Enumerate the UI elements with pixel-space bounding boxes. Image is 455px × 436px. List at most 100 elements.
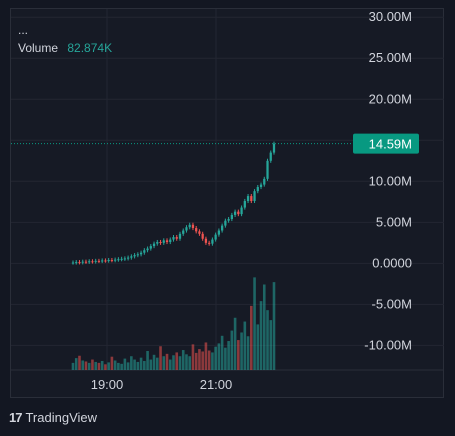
time-tick-label: 21:00 [200, 377, 233, 392]
volume-bar [133, 359, 136, 370]
candle-body [143, 250, 146, 253]
volume-bar [130, 356, 133, 370]
volume-bar [256, 324, 260, 370]
brand-name: TradingView [25, 410, 98, 425]
candle-body [246, 196, 250, 201]
candle-body [104, 260, 107, 262]
candle-body [240, 207, 243, 215]
candle-body [214, 234, 217, 240]
candle-body [269, 152, 272, 161]
volume-bar [253, 277, 256, 370]
volume-bar [243, 321, 247, 370]
candle-body [146, 248, 149, 251]
time-tick-label: 19:00 [91, 377, 124, 392]
candle-body [107, 260, 110, 262]
chart-legend: ... Volume 82.874K [18, 22, 112, 56]
price-tick-label: 5.00M [376, 214, 412, 229]
volume-bar [94, 361, 97, 370]
volume-bar [207, 350, 211, 370]
legend-more-dots[interactable]: ... [18, 23, 29, 37]
volume-bar [152, 354, 156, 370]
volume-bar [91, 359, 94, 370]
volume-bar [136, 361, 140, 370]
candle-body [191, 224, 195, 229]
candle-body [272, 143, 276, 153]
volume-bar [107, 362, 110, 370]
volume-bar [227, 341, 230, 370]
volume-value: 82.874K [67, 41, 113, 55]
tradingview-logo-icon: 17 [9, 410, 23, 425]
candle-body [227, 219, 230, 221]
candle-body [201, 233, 204, 239]
volume-bar [237, 340, 240, 370]
last-price-label: 14.59M [369, 137, 412, 152]
volume-bar [162, 356, 166, 370]
volume-bar [185, 354, 188, 370]
candle-body [81, 261, 84, 263]
volume-bar [266, 310, 269, 370]
chart-frame[interactable] [10, 8, 444, 398]
volume-bar [113, 360, 117, 370]
candle-body [256, 187, 259, 192]
candle-body [237, 211, 240, 215]
volume-bar [198, 349, 201, 370]
candle-body [91, 261, 94, 263]
price-tick-label: 30.00M [369, 9, 412, 24]
candle-body [188, 224, 191, 228]
volume-bar [262, 284, 266, 370]
volume-bar [143, 360, 146, 370]
candle-body [224, 220, 227, 226]
candle-body [185, 227, 188, 231]
volume-bar [211, 352, 214, 370]
volume-bar [224, 347, 227, 370]
candle-body [71, 262, 75, 264]
volume-bar [168, 359, 172, 370]
volume-bar [194, 352, 198, 370]
candle-body [220, 225, 224, 231]
candle-body [159, 242, 162, 244]
price-tick-label: 20.00M [369, 91, 412, 106]
volume-bar [81, 360, 85, 370]
candle-body [152, 243, 156, 247]
last-price-badge [353, 133, 419, 154]
candle-body [217, 230, 221, 235]
volume-bar [120, 363, 123, 370]
candle-body [110, 260, 114, 262]
price-tick-label: -10.00M [364, 337, 412, 352]
volume-bar [165, 353, 169, 370]
volume-bar [126, 362, 130, 370]
tradingview-brand[interactable]: 17 TradingView [9, 410, 97, 425]
volume-bar [84, 361, 88, 370]
volume-bar [272, 282, 276, 370]
candle-body [97, 260, 101, 262]
volume-bar [110, 356, 114, 370]
candle-body [165, 240, 169, 243]
candle-body [253, 191, 256, 201]
candle-body [204, 238, 208, 243]
volume-bar [146, 351, 149, 370]
candle-body [94, 260, 97, 262]
candle-body [78, 262, 81, 264]
volume-bar [217, 343, 221, 370]
candle-body [88, 261, 91, 263]
candle-body [211, 239, 214, 244]
volume-bar [172, 355, 175, 370]
candle-body [259, 184, 263, 188]
candle-body [114, 259, 117, 261]
volume-bar [178, 356, 182, 370]
volume-bar [220, 335, 224, 370]
volume-bar [149, 359, 153, 370]
volume-bar [246, 336, 250, 370]
candle-body [266, 160, 269, 179]
volume-bar [155, 357, 159, 370]
candle-body [178, 233, 182, 239]
volume-bar [123, 358, 127, 370]
price-tick-label: -5.00M [372, 296, 412, 311]
volume-bar [139, 357, 143, 370]
volume-bar [201, 351, 204, 370]
candle-body [182, 230, 185, 234]
candle-body [208, 242, 211, 244]
candle-body [156, 242, 159, 244]
volume-bar [233, 317, 237, 370]
